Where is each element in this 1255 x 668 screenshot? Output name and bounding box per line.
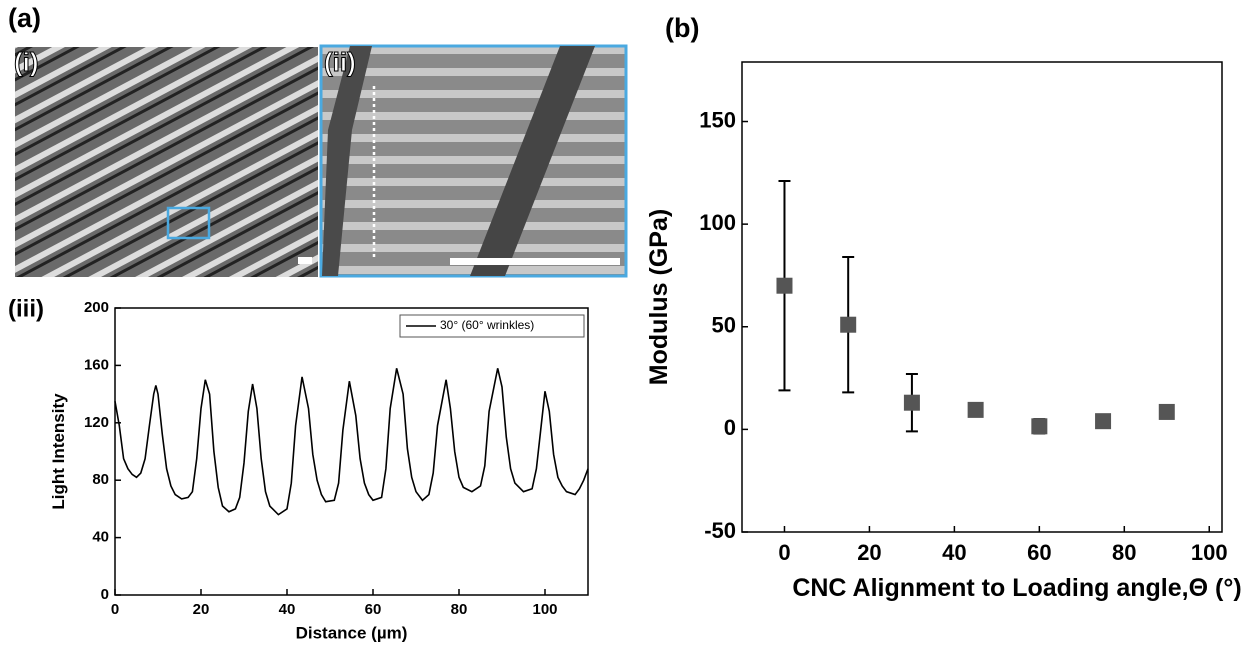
y-axis-label: Modulus (GPa) <box>645 209 673 385</box>
marker <box>1095 413 1112 430</box>
panel-label: (b) <box>665 13 699 43</box>
x-tick-label: 80 <box>1112 540 1136 565</box>
panel-label: (ii) <box>324 47 356 77</box>
x-tick-label: 0 <box>778 540 790 565</box>
x-tick-label: 20 <box>193 601 210 618</box>
x-tick-label: 0 <box>111 601 119 618</box>
zoom-box <box>166 206 211 240</box>
y-tick-label: -50 <box>704 518 736 543</box>
scale-bar <box>298 257 312 264</box>
y-tick-label: 50 <box>712 313 736 338</box>
y-tick-label: 100 <box>699 210 736 235</box>
panel-label: (i) <box>14 47 39 77</box>
legend-box <box>399 314 585 338</box>
legend-label: 30° (60° wrinkles) <box>440 318 534 332</box>
y-tick-label: 160 <box>84 356 109 373</box>
x-axis-label: CNC Alignment to Loading angle,Θ (°) <box>792 574 1241 602</box>
x-tick-label: 40 <box>942 540 966 565</box>
wrinkle <box>322 46 372 276</box>
wrinkle <box>470 46 595 276</box>
scale-bar <box>450 258 620 265</box>
x-axis-label: Distance (µm) <box>296 623 408 642</box>
x-tick-label: 100 <box>1191 540 1228 565</box>
y-tick-label: 80 <box>92 471 109 488</box>
line <box>114 368 589 516</box>
plot-frame <box>114 307 589 596</box>
y-tick-label: 200 <box>84 299 109 316</box>
marker <box>776 277 793 294</box>
marker <box>903 394 920 411</box>
plot-frame <box>741 61 1223 533</box>
x-tick-label: 40 <box>279 601 296 618</box>
y-axis-label: Light Intensity <box>49 393 68 510</box>
marker <box>1031 418 1048 435</box>
marker <box>840 316 857 333</box>
x-tick-label: 100 <box>532 601 557 618</box>
y-tick-label: 150 <box>699 107 736 132</box>
y-tick-label: 0 <box>724 415 736 440</box>
y-tick-label: 40 <box>92 529 109 546</box>
x-tick-label: 20 <box>857 540 881 565</box>
y-tick-label: 0 <box>101 586 109 603</box>
micrograph-i <box>15 47 318 277</box>
marker <box>967 401 984 418</box>
panel-label: (a) <box>8 3 41 33</box>
y-tick-label: 120 <box>84 414 109 431</box>
marker <box>1158 403 1175 420</box>
x-tick-label: 60 <box>1027 540 1051 565</box>
x-tick-label: 80 <box>451 601 468 618</box>
x-tick-label: 60 <box>365 601 382 618</box>
panel-label: (iii) <box>8 295 44 322</box>
